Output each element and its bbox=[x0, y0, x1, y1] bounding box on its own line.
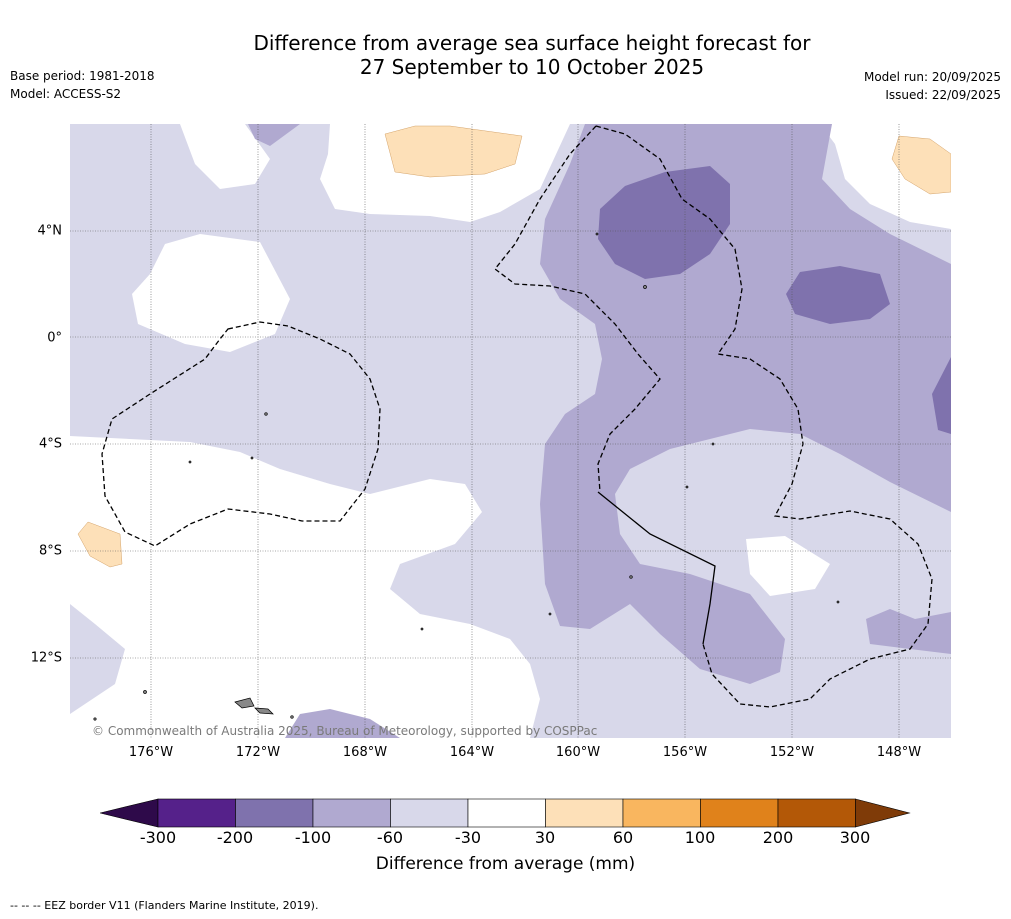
map-title-line1: Difference from average sea surface heig… bbox=[253, 31, 811, 55]
island-dot-7 bbox=[629, 575, 633, 579]
sea-surface-height-map bbox=[70, 124, 951, 738]
colorbar-label-minus60: -60 bbox=[376, 828, 404, 847]
model-run-text: Model run: 20/09/2025 bbox=[863, 70, 1001, 84]
x-tick-152w: 152°W bbox=[769, 745, 815, 760]
island-dot-9 bbox=[143, 690, 147, 694]
x-tick-176w: 176°W bbox=[128, 745, 174, 760]
colorbar-label-minus200: -200 bbox=[216, 828, 254, 847]
island-dot-10 bbox=[93, 717, 97, 721]
island-dot-14 bbox=[711, 442, 715, 446]
eez-border-central bbox=[595, 125, 933, 708]
contour-band-near-zero-east bbox=[746, 536, 830, 596]
eez-border-solid bbox=[597, 491, 716, 645]
meta-right: Model run: 20/09/2025 Issued: 22/09/2025 bbox=[864, 68, 1001, 104]
island-dot-13 bbox=[420, 627, 424, 631]
y-tick-8s: 8°S bbox=[38, 543, 62, 559]
y-tick-0: 0° bbox=[47, 330, 62, 346]
colorbar-label-200: 200 bbox=[762, 828, 794, 847]
colorbar-over-arrow bbox=[855, 798, 911, 828]
y-tick-4s: 4°S bbox=[38, 436, 62, 452]
colorbar-label-30: 30 bbox=[534, 828, 556, 847]
colorbar-label-100: 100 bbox=[684, 828, 716, 847]
contour-band-near-zero-southwest bbox=[70, 436, 540, 738]
colorbar-segment-4 bbox=[467, 798, 546, 828]
eez-footnote: -- -- -- EEZ border V11 (Flanders Marine… bbox=[10, 899, 319, 912]
contour-band-near-zero-north bbox=[70, 124, 270, 189]
y-tick-4n: 4°N bbox=[37, 223, 63, 239]
island-savaii bbox=[234, 697, 255, 709]
contour-band-minus100-minus60-south bbox=[285, 709, 400, 738]
model-text: Model: ACCESS-S2 bbox=[10, 87, 122, 101]
x-tick-164w: 164°W bbox=[449, 745, 495, 760]
colorbar-title: Difference from average (mm) bbox=[375, 854, 636, 874]
island-dot-11 bbox=[290, 715, 294, 719]
meta-left: Base period: 1981-2018 Model: ACCESS-S2 bbox=[10, 67, 155, 103]
island-dot-5 bbox=[595, 232, 599, 236]
contour-band-30-60-north bbox=[384, 125, 523, 178]
colorbar-segment-3 bbox=[390, 798, 469, 828]
y-tick-12s: 12°S bbox=[30, 650, 62, 666]
x-tick-156w: 156°W bbox=[662, 745, 708, 760]
island-dot-12 bbox=[836, 600, 840, 604]
issued-text: Issued: 22/09/2025 bbox=[885, 88, 1001, 102]
island-upolu bbox=[254, 707, 274, 715]
islands bbox=[93, 232, 840, 721]
colorbar-segment-5 bbox=[545, 798, 624, 828]
island-dot-8 bbox=[548, 612, 552, 616]
contour-band-minus200-minus100-far-east bbox=[932, 357, 951, 434]
island-dot-4 bbox=[643, 285, 647, 289]
island-dot-2 bbox=[188, 460, 192, 464]
colorbar-segment-7 bbox=[700, 798, 779, 828]
eez-borders bbox=[101, 125, 933, 708]
x-tick-172w: 172°W bbox=[235, 745, 281, 760]
colorbar-segment-8 bbox=[777, 798, 856, 828]
contour-band-minus200-minus100-north bbox=[598, 166, 730, 279]
colorbar-label-minus30: -30 bbox=[454, 828, 482, 847]
colorbar-segment-2 bbox=[312, 798, 391, 828]
graticule bbox=[70, 124, 951, 738]
colorbar-label-60: 60 bbox=[612, 828, 634, 847]
colorbar bbox=[100, 798, 911, 828]
contour-band-minus100-minus60-southeast bbox=[866, 609, 951, 654]
base-period-text: Base period: 1981-2018 bbox=[10, 69, 155, 83]
colorbar-label-300: 300 bbox=[839, 828, 871, 847]
colorbar-label-minus100: -100 bbox=[294, 828, 332, 847]
island-dot-6 bbox=[685, 485, 689, 489]
x-tick-168w: 168°W bbox=[342, 745, 388, 760]
map-title: Difference from average sea surface heig… bbox=[180, 31, 884, 79]
colorbar-segment-0 bbox=[157, 798, 236, 828]
x-tick-148w: 148°W bbox=[876, 745, 922, 760]
map-title-line2: 27 September to 10 October 2025 bbox=[359, 55, 705, 79]
island-dot-1 bbox=[264, 412, 268, 416]
contour-band-30-60-northeast bbox=[891, 135, 951, 195]
colorbar-label-minus300: -300 bbox=[139, 828, 177, 847]
x-tick-160w: 160°W bbox=[555, 745, 601, 760]
island-dot-3 bbox=[250, 456, 254, 460]
colorbar-segment-6 bbox=[622, 798, 701, 828]
colorbar-under-arrow bbox=[100, 798, 159, 828]
contour-band-30-60-west bbox=[77, 521, 123, 568]
contour-band-minus200-minus100-east bbox=[786, 266, 890, 324]
eez-border-west bbox=[101, 321, 381, 547]
colorbar-segment-1 bbox=[235, 798, 314, 828]
contour-band-near-zero-west bbox=[132, 234, 290, 352]
copyright-text: © Commonwealth of Australia 2025, Bureau… bbox=[92, 724, 598, 738]
contour-band-minus100-minus60-north bbox=[248, 124, 300, 146]
